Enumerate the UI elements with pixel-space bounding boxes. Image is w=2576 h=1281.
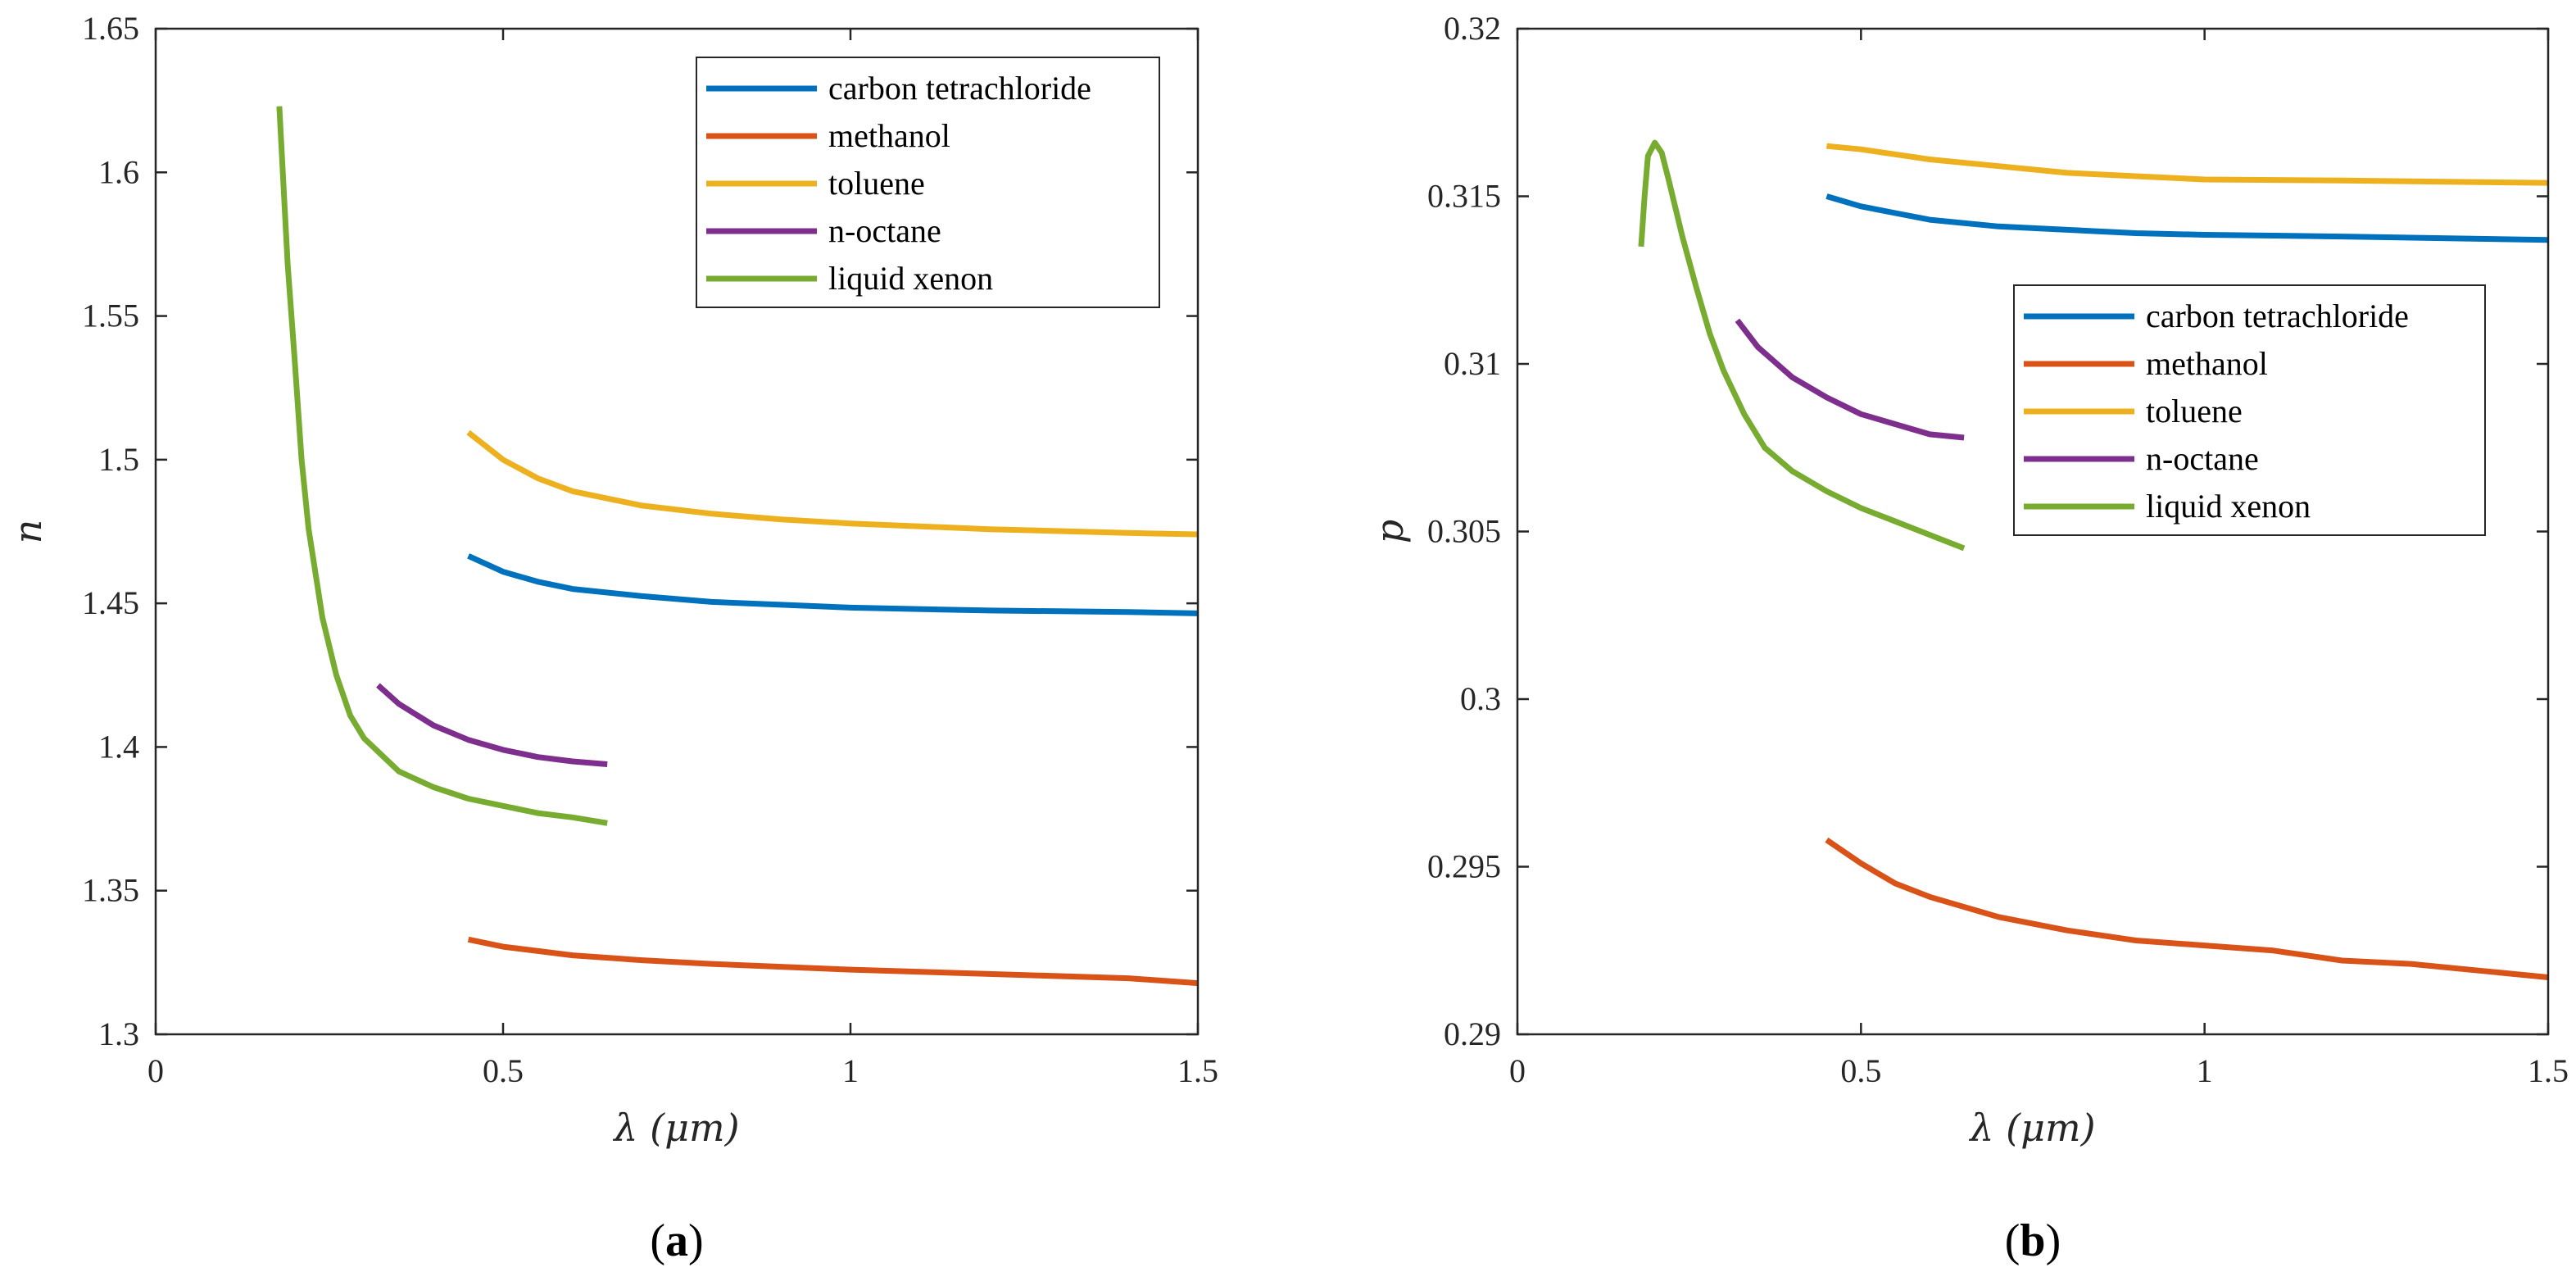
series-line-n-octane <box>376 683 608 767</box>
series-line-methanol <box>467 936 1199 987</box>
x-tick-label: 0.5 <box>483 1052 524 1089</box>
x-tick-label: 0 <box>147 1052 164 1089</box>
y-tick-label: 1.5 <box>98 441 139 478</box>
panel-a: 0 0.5 1 1.5 1.3 1.35 1.4 1.45 1.5 1.55 1.6 1.65 λ (μ… <box>6 10 1218 1266</box>
legend: carbon tetrachloride methanol toluene n-oct… <box>696 57 1160 308</box>
legend-label: toluene <box>2146 393 2243 429</box>
y-axis-title: p <box>1367 520 1412 543</box>
y-tick-label: 1.4 <box>98 728 139 765</box>
y-tick-label: 0.305 <box>1427 513 1501 550</box>
series-line-liquid-xenon <box>1638 139 1966 552</box>
series-line-n-octane <box>1735 318 1965 441</box>
legend-label: liquid xenon <box>828 260 993 297</box>
x-tick-label: 1 <box>842 1052 859 1089</box>
series-line-toluene <box>466 429 1199 538</box>
y-tick-label: 0.31 <box>1444 345 1501 382</box>
y-tick-label: 1.6 <box>98 153 139 190</box>
legend-label: n-octane <box>828 212 941 249</box>
y-tick-label: 0.295 <box>1427 848 1501 885</box>
panel-label-letter: a <box>665 1215 688 1266</box>
y-axis-title: n <box>6 520 50 544</box>
series-line-carbon-tetrachloride <box>1825 193 2549 243</box>
y-tick-label: 0.3 <box>1460 680 1501 717</box>
x-tick-label: 1.5 <box>2528 1052 2569 1089</box>
legend-label: carbon tetrachloride <box>2146 298 2409 334</box>
y-tick-label: 0.315 <box>1427 178 1501 215</box>
legend-label: toluene <box>828 165 925 202</box>
panel-label: (b) <box>2005 1215 2061 1266</box>
series-line-methanol <box>1825 837 2549 980</box>
y-tick-label: 1.55 <box>82 298 139 334</box>
y-tick-label: 0.32 <box>1444 10 1501 47</box>
y-tick-label: 0.29 <box>1444 1015 1501 1052</box>
panel-b: 0 0.5 1 1.5 0.29 0.295 0.3 0.305 0.31 0.315 0.32 λ … <box>1367 10 2569 1266</box>
legend-label: methanol <box>2146 345 2268 382</box>
legend-label: methanol <box>828 117 950 154</box>
y-tick-label: 1.65 <box>82 10 139 47</box>
panel-label-letter: b <box>2020 1215 2045 1266</box>
y-tick-label: 1.45 <box>82 584 139 621</box>
x-tick-label: 0 <box>1509 1052 1526 1089</box>
series-line-toluene <box>1826 143 2549 186</box>
legend-label: carbon tetrachloride <box>828 70 1091 107</box>
y-tick-label: 1.3 <box>98 1015 139 1052</box>
series-line-liquid-xenon <box>276 106 608 826</box>
x-tick-label: 1.5 <box>1177 1052 1218 1089</box>
legend: carbon tetrachloride methanol toluene n-oct… <box>2013 284 2486 536</box>
axes-box <box>154 27 1200 1036</box>
x-tick-label: 1 <box>2197 1052 2213 1089</box>
series-line-carbon-tetrachloride <box>467 553 1199 616</box>
x-axis-title: λ (μm) <box>612 1106 739 1150</box>
legend-label: liquid xenon <box>2146 488 2311 525</box>
legend-label: n-octane <box>2146 440 2259 477</box>
x-tick-label: 0.5 <box>1840 1052 1881 1089</box>
x-axis-title: λ (μm) <box>1968 1106 2095 1150</box>
panel-label: (a) <box>650 1215 703 1266</box>
y-tick-label: 1.35 <box>82 872 139 909</box>
